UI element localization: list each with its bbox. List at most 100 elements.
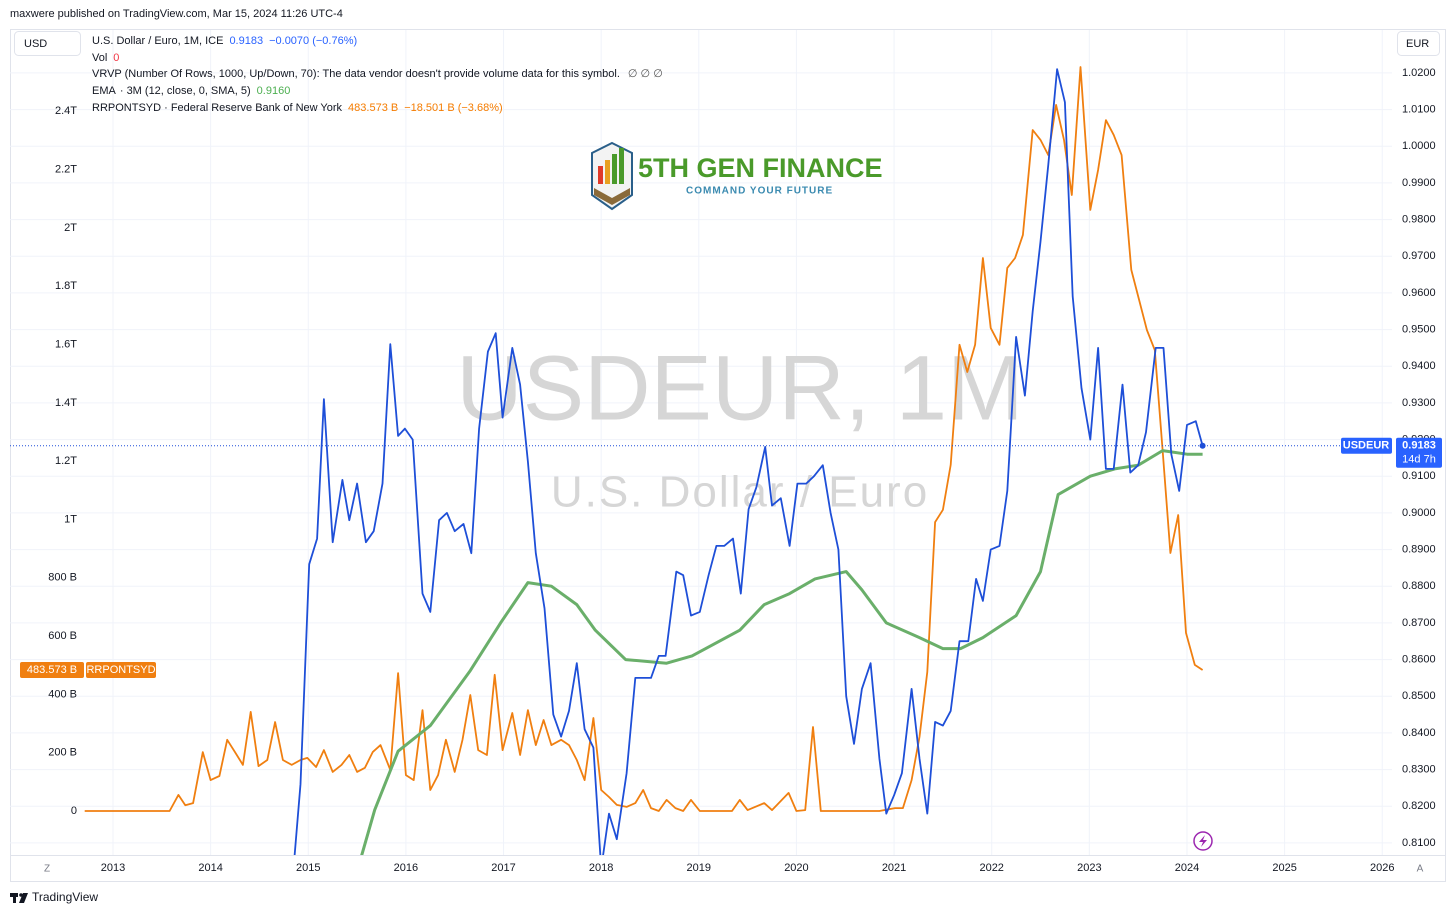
price-box	[1396, 437, 1442, 468]
left-unit[interactable]: USD	[24, 38, 47, 50]
legend-line: EMA · 3M (12, close, 0, SMA, 5) 0.9160	[92, 85, 290, 97]
logo-bar	[598, 166, 603, 184]
rrp-name: RRPONTSYD	[86, 664, 155, 676]
y2-tick-label: 0.8600	[1402, 653, 1436, 665]
y2-tick-label: 0.9100	[1402, 470, 1436, 482]
right-unit[interactable]: EUR	[1406, 38, 1429, 50]
logo-bar	[619, 148, 624, 184]
event-icon-bolt[interactable]	[1199, 835, 1207, 847]
logo-base	[594, 188, 630, 205]
series-line	[360, 449, 1203, 855]
header: maxwere published on TradingView.com, Ma…	[10, 8, 343, 20]
legend-line: U.S. Dollar / Euro, 1M, ICE 0.9183 −0.0070…	[92, 35, 357, 47]
y2-tick-label: 1.0100	[1402, 103, 1436, 115]
y2-tick-label: 0.8400	[1402, 727, 1436, 739]
chart-frame	[10, 29, 1446, 882]
y-tick-label: 1.6T	[55, 338, 77, 350]
price-name: USDEUR	[1343, 440, 1390, 452]
y2-tick-label: 0.9600	[1402, 287, 1436, 299]
y-tick-label: 1T	[64, 513, 77, 525]
logo-bar	[612, 154, 617, 184]
rrp-name-box	[86, 662, 156, 679]
series-line	[84, 66, 1204, 812]
plot-area	[84, 66, 1204, 855]
y-tick-label: 200 B	[48, 747, 77, 759]
x-tick-label: 2016	[394, 862, 418, 874]
rrp-value-box	[20, 662, 84, 679]
y-tick-label: 800 B	[48, 572, 77, 584]
legend-text: RRPONTSYD · Federal Reserve Bank of New …	[92, 102, 343, 114]
y-tick-label: 0	[71, 805, 77, 817]
legend-name: EMA	[92, 85, 117, 97]
logo-subtitle: COMMAND YOUR FUTURE	[686, 186, 833, 197]
rrp-value: 483.573 B	[27, 664, 77, 676]
logo: 5TH GEN FINANCE COMMAND YOUR FUTURE	[591, 141, 883, 211]
y-tick-label: 1.2T	[55, 455, 77, 467]
price-name-box	[1341, 437, 1392, 454]
legend-value: 0.9183	[229, 35, 263, 47]
legend-line: Vol 0	[92, 52, 119, 64]
y2-tick-label: 1.0000	[1402, 140, 1436, 152]
series-line	[293, 68, 1204, 855]
y-tick-label: 2T	[64, 222, 77, 234]
legend-text: · 3M (12, close, 0, SMA, 5)	[120, 85, 251, 97]
unit-box[interactable]	[14, 31, 81, 56]
legend-change: −0.0070 (−0.76%)	[269, 35, 357, 47]
x-tick-label: 2022	[979, 862, 1003, 874]
y2-tick-label: 0.8500	[1402, 690, 1436, 702]
y2-tick-label: 0.9500	[1402, 323, 1436, 335]
x-tick-label: 2025	[1272, 862, 1296, 874]
auto-scale-a[interactable]: A	[1417, 864, 1424, 875]
logo-title: 5TH GEN FINANCE	[638, 153, 883, 183]
legend-value: 0	[113, 52, 119, 64]
y-tick-label: 1.8T	[55, 280, 77, 292]
legend-change: −18.501 B (−3.68%)	[404, 102, 502, 114]
y2-tick-label: 0.8200	[1402, 800, 1436, 812]
y2-tick-label: 0.8300	[1402, 763, 1436, 775]
watermark-name: U.S. Dollar / Euro	[551, 468, 929, 517]
y2-tick-label: 0.9400	[1402, 360, 1436, 372]
y-tick-label: 2.2T	[55, 164, 77, 176]
y-tick-label: 600 B	[48, 630, 77, 642]
y-tick-label: 1.4T	[55, 397, 77, 409]
watermark-symbol: USDEUR, 1M	[456, 337, 1023, 439]
footer-logo: TradingView	[10, 890, 98, 904]
x-tick-label: 2018	[589, 862, 613, 874]
legend: U.S. Dollar / Euro, 1M, ICE 0.9183 −0.0070…	[92, 35, 663, 114]
x-tick-label: 2023	[1077, 862, 1101, 874]
x-tick-label: 2013	[101, 862, 125, 874]
legend-text: Vol	[92, 52, 107, 64]
legend-text: VRVP (Number Of Rows, 1000, Up/Down, 70)…	[92, 68, 620, 80]
price-value: 0.9183	[1402, 440, 1436, 452]
footer-logo-mark	[19, 893, 28, 903]
x-tick-label: 2019	[687, 862, 711, 874]
x-tick-label: 2021	[882, 862, 906, 874]
legend-value: 483.573 B	[348, 102, 398, 114]
y2-tick-label: 0.9900	[1402, 177, 1436, 189]
y2-tick-label: 0.9000	[1402, 507, 1436, 519]
y2-tick-label: 0.9800	[1402, 213, 1436, 225]
legend-line: RRPONTSYD · Federal Reserve Bank of New …	[92, 102, 503, 114]
y2-tick-label: 1.0200	[1402, 67, 1436, 79]
x-tick-label: 2026	[1370, 862, 1394, 874]
y2-tick-label: 0.8900	[1402, 543, 1436, 555]
unit-box[interactable]	[1397, 31, 1440, 56]
auto-scale-z[interactable]: Z	[44, 864, 50, 875]
y2-tick-label: 0.9300	[1402, 397, 1436, 409]
y-tick-label: 400 B	[48, 688, 77, 700]
y2-tick-label: 0.8100	[1402, 837, 1436, 849]
x-tick-label: 2014	[198, 862, 222, 874]
legend-line: VRVP (Number Of Rows, 1000, Up/Down, 70)…	[92, 68, 663, 80]
x-tick-label: 2017	[491, 862, 515, 874]
price-countdown: 14d 7h	[1402, 454, 1436, 466]
grid	[10, 30, 1392, 855]
x-tick-label: 2020	[784, 862, 808, 874]
y2-tick-label: 0.9700	[1402, 250, 1436, 262]
footer-text: TradingView	[32, 890, 98, 904]
last-point	[1199, 442, 1206, 449]
y-tick-label: 2.4T	[55, 105, 77, 117]
logo-bar	[605, 160, 610, 184]
legend-text: U.S. Dollar / Euro, 1M, ICE	[92, 35, 223, 47]
